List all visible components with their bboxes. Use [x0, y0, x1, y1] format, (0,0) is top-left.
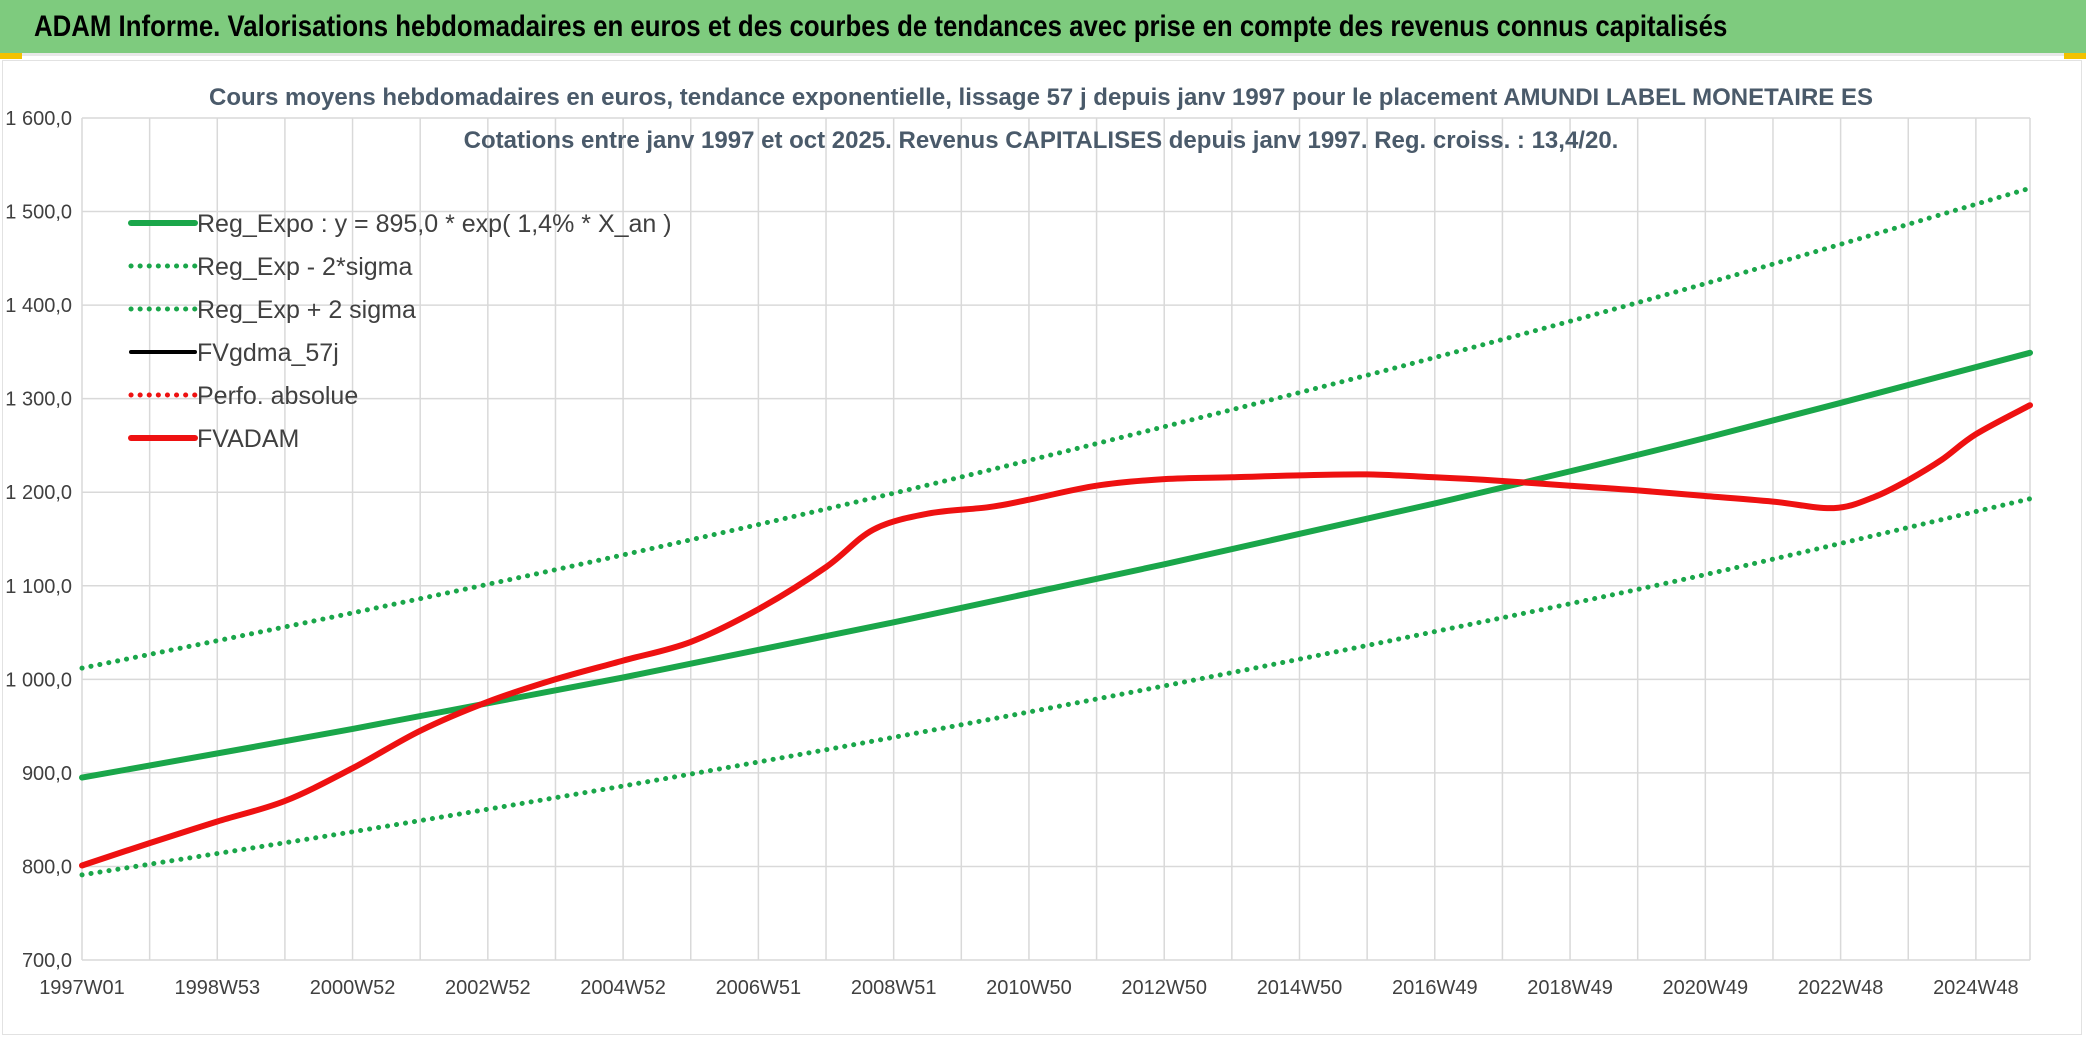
chart-title: Cours moyens hebdomadaires en euros, ten… — [209, 84, 1873, 111]
legend-label: FVADAM — [197, 425, 299, 453]
x-tick-label: 2024W48 — [1933, 977, 2019, 999]
x-tick-label: 2008W51 — [851, 977, 937, 999]
line-chart: 700,0 800,0 900,0 1 000,0 1 100,0 1 200,0 1 30… — [5, 84, 2033, 999]
y-tick-label: 1 000,0 — [5, 669, 72, 691]
y-tick-label: 1 400,0 — [5, 295, 72, 317]
y-tick-label: 900,0 — [22, 763, 72, 785]
x-tick-label: 2022W48 — [1798, 977, 1884, 999]
legend-label: Reg_Exp + 2 sigma — [197, 296, 416, 324]
x-tick-label: 2020W49 — [1663, 977, 1749, 999]
x-tick-label: 1998W53 — [174, 977, 260, 999]
chart-area: 700,0 800,0 900,0 1 000,0 1 100,0 1 200,0 1 30… — [2, 60, 2082, 1035]
x-tick-label: 2014W50 — [1257, 977, 1343, 999]
series-line-reg-exp-minus — [79, 496, 2033, 878]
x-tick-label: 2006W51 — [716, 977, 802, 999]
y-tick-label: 1 300,0 — [5, 389, 72, 411]
series-line-reg-exp-plus — [79, 185, 2033, 671]
chart-titles: Cours moyens hebdomadaires en euros, ten… — [209, 84, 1873, 154]
corner-mark-left — [0, 53, 22, 59]
series-lines — [79, 185, 2033, 878]
x-tick-label: 2010W50 — [986, 977, 1072, 999]
chart-subtitle: Cotations entre janv 1997 et oct 2025. R… — [464, 127, 1619, 154]
legend-label: Perfo. absolue — [197, 382, 358, 410]
corner-mark-right — [2064, 53, 2086, 59]
y-tick-label: 1 500,0 — [5, 202, 72, 224]
header-banner: ADAM Informe. Valorisations hebdomadaire… — [0, 0, 2086, 56]
x-tick-label: 2016W49 — [1392, 977, 1478, 999]
y-tick-label: 1 600,0 — [5, 108, 72, 130]
grid-lines — [81, 117, 2031, 961]
x-tick-label: 1997W01 — [39, 977, 125, 999]
y-tick-label: 800,0 — [22, 856, 72, 878]
x-tick-label: 2012W50 — [1121, 977, 1207, 999]
series-line-fvadam — [79, 402, 2033, 869]
x-tick-label: 2018W49 — [1527, 977, 1613, 999]
legend-label: Reg_Expo : y = 895,0 * exp( 1,4% * X_an … — [197, 210, 672, 238]
series-line-reg-expo — [79, 349, 2033, 781]
x-tick-label: 2000W52 — [310, 977, 396, 999]
y-tick-label: 700,0 — [22, 950, 72, 972]
x-tick-label: 2004W52 — [580, 977, 666, 999]
report-title: ADAM Informe. Valorisations hebdomadaire… — [34, 10, 1728, 43]
y-tick-label: 1 200,0 — [5, 482, 72, 504]
legend-label: Reg_Exp - 2*sigma — [197, 253, 412, 281]
legend: Reg_Expo : y = 895,0 * exp( 1,4% * X_an … — [128, 210, 672, 453]
legend-label: FVgdma_57j — [197, 339, 339, 367]
axes: 700,0 800,0 900,0 1 000,0 1 100,0 1 200,0 1 30… — [5, 108, 2018, 999]
x-tick-label: 2002W52 — [445, 977, 531, 999]
y-tick-label: 1 100,0 — [5, 576, 72, 598]
